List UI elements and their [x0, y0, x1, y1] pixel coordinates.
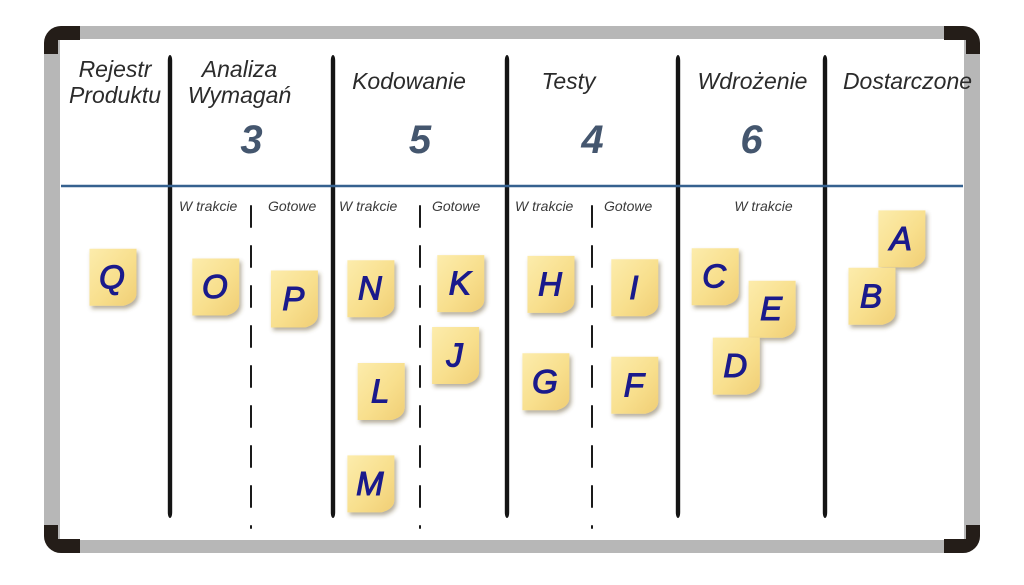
svg-text:K: K [449, 265, 473, 302]
svg-text:A: A [888, 220, 912, 257]
svg-text:C: C [702, 258, 727, 295]
svg-text:N: N [358, 270, 382, 307]
svg-text:B: B [860, 277, 882, 314]
svg-text:O: O [202, 268, 228, 305]
svg-text:M: M [356, 465, 384, 502]
svg-text:H: H [538, 265, 562, 302]
svg-text:E: E [760, 290, 783, 327]
svg-text:P: P [282, 280, 304, 317]
svg-text:J: J [445, 337, 463, 374]
svg-text:L: L [371, 373, 389, 410]
svg-text:F: F [624, 366, 646, 403]
svg-text:D: D [723, 347, 747, 384]
svg-text:I: I [629, 269, 638, 306]
svg-text:G: G [532, 363, 558, 400]
svg-text:Q: Q [99, 258, 125, 295]
